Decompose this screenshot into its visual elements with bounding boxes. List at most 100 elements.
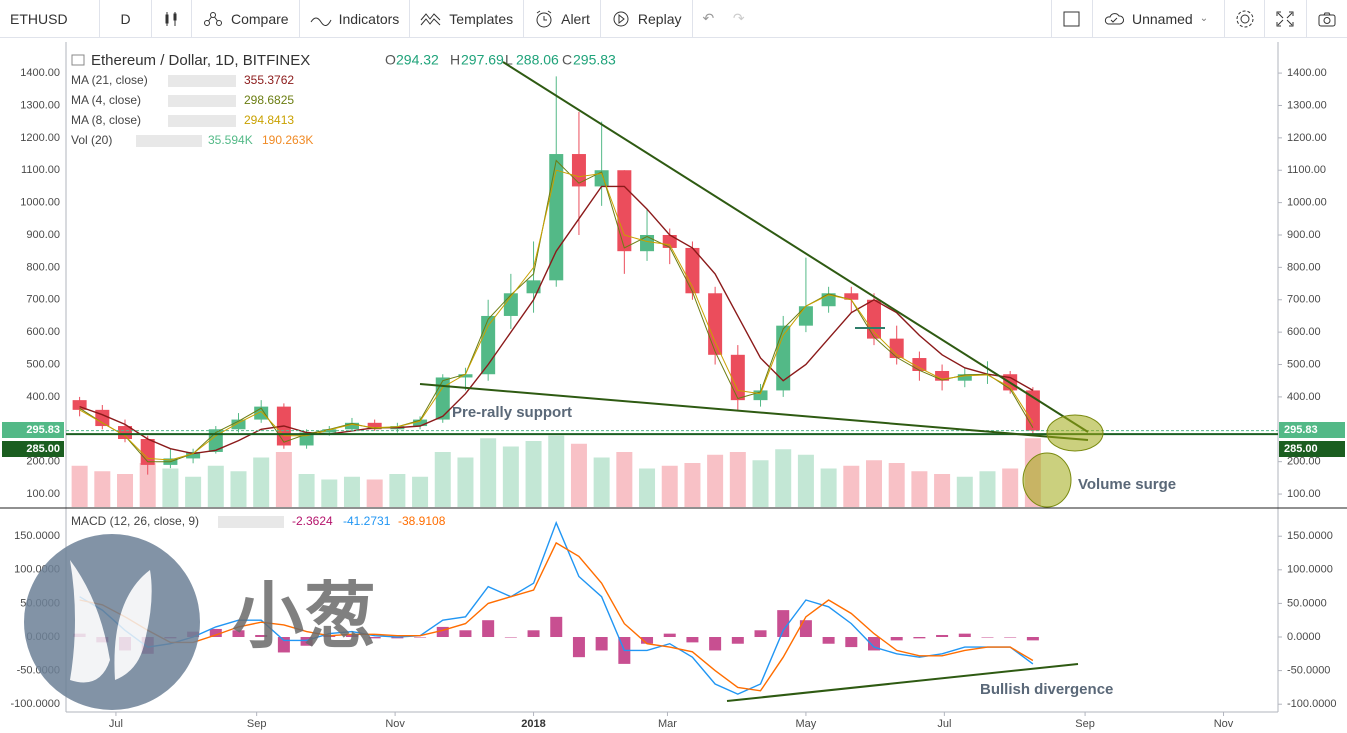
- drawings: [419, 61, 1104, 702]
- chart-title: Ethereum / Dollar, 1D, BITFINEX: [91, 52, 310, 69]
- x-tick-label: Mar: [658, 718, 677, 730]
- legend-name: Vol (20): [71, 133, 112, 147]
- volume-bar: [1002, 468, 1019, 507]
- legend-value: 294.8413: [244, 113, 294, 127]
- legend-controls: [168, 115, 236, 127]
- legend-controls: [168, 75, 236, 87]
- volume-bar: [502, 446, 519, 507]
- legend-value: -41.2731: [343, 514, 391, 528]
- volume-bar: [820, 468, 837, 507]
- macd-histogram-bar: [958, 633, 971, 638]
- y-tick-label: 400.00: [26, 391, 60, 403]
- y-tick-label: 150.0000: [1287, 530, 1333, 542]
- indicators-button[interactable]: Indicators: [300, 0, 411, 38]
- replay-button[interactable]: Replay: [601, 0, 693, 38]
- legend-controls: [168, 95, 236, 107]
- ohlc-label: C: [562, 52, 572, 68]
- ohlc-value: 297.69: [461, 52, 504, 68]
- ohlc-label: O: [385, 52, 396, 68]
- candle-body: [72, 400, 87, 410]
- candle-body: [798, 306, 813, 326]
- symbol-button[interactable]: ETHUSD: [0, 0, 100, 38]
- volume-bar: [661, 465, 678, 507]
- annotation: Volume surge: [1078, 476, 1176, 493]
- price-label: 285.00: [26, 443, 60, 455]
- macd-histogram-bar: [527, 630, 540, 638]
- y-tick-label: 200.00: [26, 456, 60, 468]
- y-tick-label: 1400.00: [1287, 67, 1327, 79]
- snapshot-button[interactable]: [1307, 0, 1347, 38]
- plot-layer: 100.00 100.00 200.00 200.00 400.00 400.00 500.…: [2, 52, 1345, 730]
- macd-histogram-bar: [482, 620, 495, 638]
- price-label: 285.00: [1284, 443, 1318, 455]
- volume-bar: [457, 457, 474, 507]
- volume-bar: [275, 452, 292, 507]
- y-tick-label: 1100.00: [1287, 164, 1326, 176]
- candle-body: [957, 374, 972, 381]
- y-tick-label: 150.0000: [14, 530, 60, 542]
- annotation: Pre-rally support: [452, 404, 572, 421]
- frame: [0, 42, 1347, 713]
- icon: [536, 10, 552, 27]
- ohlc-value: 295.83: [573, 52, 616, 68]
- fullscreen-toggle[interactable]: [1051, 0, 1093, 38]
- volume-bar: [207, 465, 224, 507]
- macd-histogram-bar: [936, 634, 949, 638]
- macd-histogram-bar: [459, 630, 472, 638]
- icon: [420, 12, 441, 25]
- legend-name: MA (4, close): [71, 93, 141, 107]
- volume-bar: [729, 452, 746, 507]
- watermark-logo: [24, 534, 200, 710]
- macd-histogram-bar: [777, 610, 790, 638]
- legend-icon: [71, 54, 85, 66]
- resistance-trendline: [502, 61, 1089, 433]
- volume-bar: [956, 476, 973, 507]
- macd-histogram-bar: [572, 637, 585, 658]
- y-tick-label: 1100.00: [21, 164, 60, 176]
- macd-pane: [73, 520, 1039, 695]
- macd-histogram-bar: [550, 616, 563, 638]
- legend-controls: [218, 516, 284, 528]
- candle-body: [776, 325, 791, 391]
- candle-body: [231, 419, 246, 430]
- volume-bar: [253, 457, 270, 507]
- volume-bar: [616, 452, 633, 507]
- icon: [1104, 12, 1124, 24]
- volume-bar: [797, 454, 814, 507]
- macd-histogram-bar: [436, 626, 449, 638]
- candle-body: [889, 338, 904, 359]
- volume-bar: [298, 474, 315, 507]
- volume-bar: [162, 468, 179, 507]
- candle-body: [662, 234, 677, 248]
- layout-button[interactable]: Unnamed ⌄: [1093, 0, 1225, 38]
- ohlc-label: L: [505, 52, 513, 68]
- compare-button[interactable]: Compare: [192, 0, 300, 38]
- price-label-box: [1279, 422, 1345, 438]
- macd-histogram-bar: [981, 637, 994, 638]
- volume-bar: [321, 479, 338, 507]
- chart-style-button[interactable]: [152, 0, 192, 38]
- candle-body: [753, 390, 768, 401]
- icon: [310, 17, 332, 26]
- y-tick-label: 500.00: [1287, 358, 1321, 370]
- toolbar-item: Alert: [561, 10, 590, 27]
- templates-button[interactable]: Templates: [410, 0, 525, 38]
- macd-histogram-bar: [1004, 637, 1017, 638]
- y-tick-label: 1000.00: [1287, 197, 1327, 209]
- y-tick-label: 1300.00: [20, 99, 60, 111]
- candle-body: [685, 247, 700, 294]
- interval-button[interactable]: D: [100, 0, 152, 38]
- volume-bar: [525, 441, 542, 507]
- candle-body: [458, 374, 473, 378]
- macd-histogram-bar: [345, 634, 358, 638]
- settings-button[interactable]: [1225, 0, 1265, 38]
- undo-redo[interactable]: ↶ ↷: [702, 10, 745, 26]
- macd-histogram-bar: [754, 630, 767, 638]
- alert-button[interactable]: Alert: [524, 0, 601, 38]
- fullscreen-button[interactable]: [1265, 0, 1307, 38]
- y-tick-label: 700.00: [26, 294, 60, 306]
- y-tick-label: 900.00: [26, 229, 60, 241]
- candle-body: [730, 354, 745, 401]
- macd-histogram-bar: [845, 637, 858, 648]
- volume-bar: [412, 476, 429, 507]
